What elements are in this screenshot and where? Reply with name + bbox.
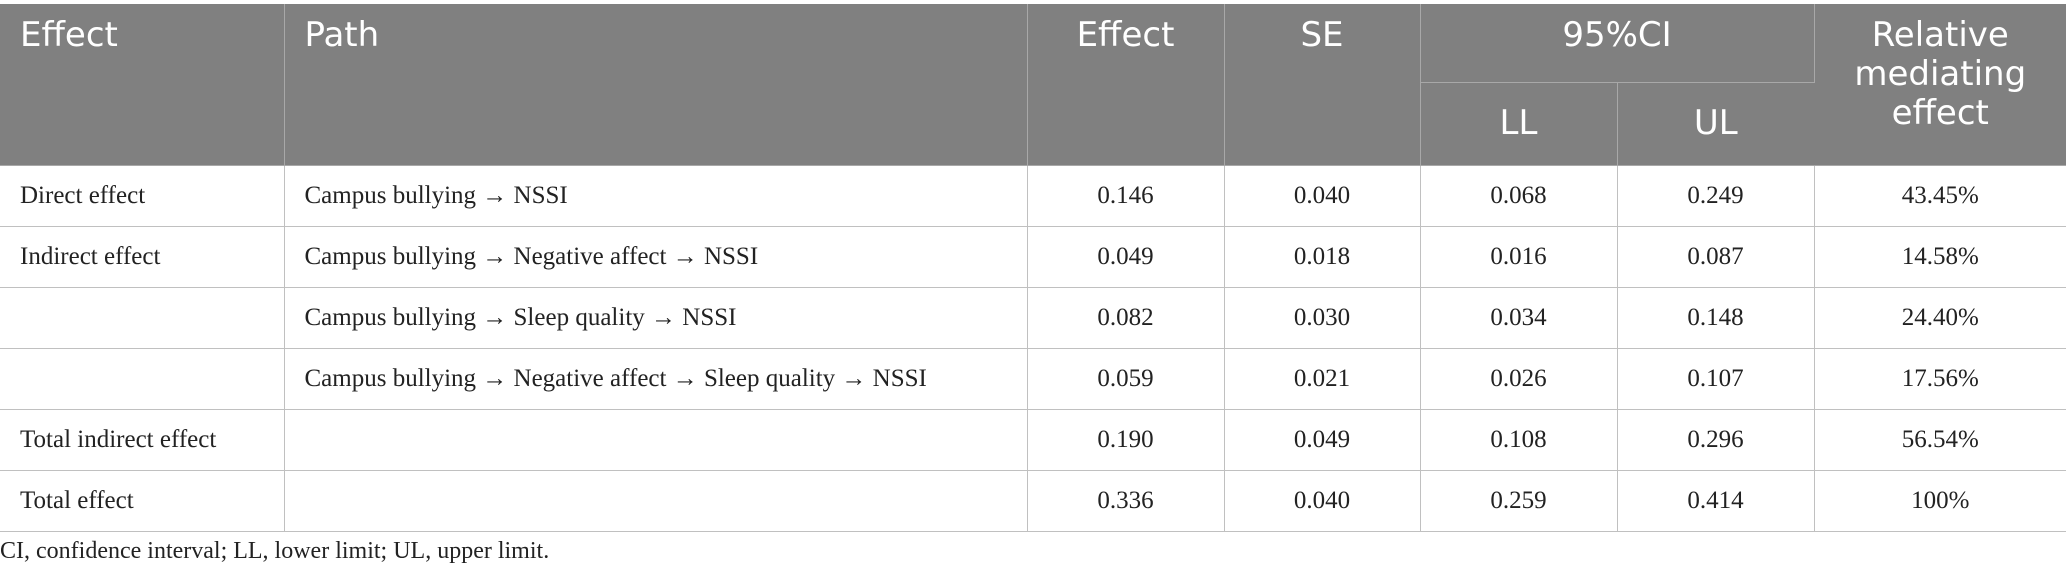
table-row: Campus bullying → Negative affect → Slee…	[0, 348, 2066, 410]
header-ll: LL	[1420, 82, 1618, 166]
cell-ll: 0.259	[1420, 470, 1618, 532]
cell-ul: 0.107	[1617, 348, 1815, 410]
cell-ul: 0.148	[1617, 287, 1815, 349]
header-path: Path	[284, 4, 1028, 166]
cell-path: Campus bullying → NSSI	[284, 165, 1028, 227]
cell-path: Campus bullying → Negative affect → Slee…	[284, 348, 1028, 410]
cell-se: 0.049	[1224, 409, 1421, 471]
table-row: Indirect effect Campus bullying → Negati…	[0, 226, 2066, 288]
cell-effect	[0, 287, 285, 349]
cell-se: 0.040	[1224, 165, 1421, 227]
cell-ul: 0.414	[1617, 470, 1815, 532]
cell-relative: 14.58%	[1814, 226, 2066, 288]
cell-se: 0.018	[1224, 226, 1421, 288]
cell-relative: 17.56%	[1814, 348, 2066, 410]
header-ci: 95%CI	[1420, 4, 1815, 83]
cell-ul: 0.296	[1617, 409, 1815, 471]
cell-effect: Total effect	[0, 470, 285, 532]
cell-ll: 0.068	[1420, 165, 1618, 227]
cell-effect-value: 0.190	[1027, 409, 1225, 471]
cell-effect-value: 0.049	[1027, 226, 1225, 288]
cell-relative: 43.45%	[1814, 165, 2066, 227]
cell-se: 0.021	[1224, 348, 1421, 410]
cell-relative: 24.40%	[1814, 287, 2066, 349]
cell-ul: 0.087	[1617, 226, 1815, 288]
header-row: Effect Path Effect SE 95%CI Relative med…	[0, 4, 2066, 166]
cell-se: 0.030	[1224, 287, 1421, 349]
table-row: Campus bullying → Sleep quality → NSSI 0…	[0, 287, 2066, 349]
cell-effect-value: 0.082	[1027, 287, 1225, 349]
cell-effect: Indirect effect	[0, 226, 285, 288]
cell-effect-value: 0.336	[1027, 470, 1225, 532]
cell-relative: 56.54%	[1814, 409, 2066, 471]
cell-effect-value: 0.059	[1027, 348, 1225, 410]
header-se: SE	[1224, 4, 1421, 166]
table-row: Total indirect effect 0.190 0.049 0.108 …	[0, 409, 2066, 471]
table-row: Direct effect Campus bullying → NSSI 0.1…	[0, 165, 2066, 227]
table-footnote: CI, confidence interval; LL, lower limit…	[0, 538, 550, 564]
cell-path: Campus bullying → Sleep quality → NSSI	[284, 287, 1028, 349]
cell-se: 0.040	[1224, 470, 1421, 532]
header-relative-mediating-effect: Relative mediating effect	[1814, 4, 2066, 166]
cell-ll: 0.026	[1420, 348, 1618, 410]
cell-path	[284, 409, 1028, 471]
cell-ll: 0.016	[1420, 226, 1618, 288]
cell-relative: 100%	[1814, 470, 2066, 532]
cell-path: Campus bullying → Negative affect → NSSI	[284, 226, 1028, 288]
mediation-effects-table: Effect Path Effect SE 95%CI Relative med…	[0, 4, 2066, 532]
cell-effect-value: 0.146	[1027, 165, 1225, 227]
cell-path	[284, 470, 1028, 532]
cell-ll: 0.034	[1420, 287, 1618, 349]
table-row: Total effect 0.336 0.040 0.259 0.414 100…	[0, 470, 2066, 532]
header-effect: Effect	[0, 4, 285, 166]
cell-ul: 0.249	[1617, 165, 1815, 227]
cell-effect: Total indirect effect	[0, 409, 285, 471]
header-effect-value: Effect	[1027, 4, 1225, 166]
cell-effect: Direct effect	[0, 165, 285, 227]
header-subrow: LL UL	[0, 82, 2066, 166]
cell-ll: 0.108	[1420, 409, 1618, 471]
header-ul: UL	[1617, 82, 1814, 166]
cell-effect	[0, 348, 285, 410]
